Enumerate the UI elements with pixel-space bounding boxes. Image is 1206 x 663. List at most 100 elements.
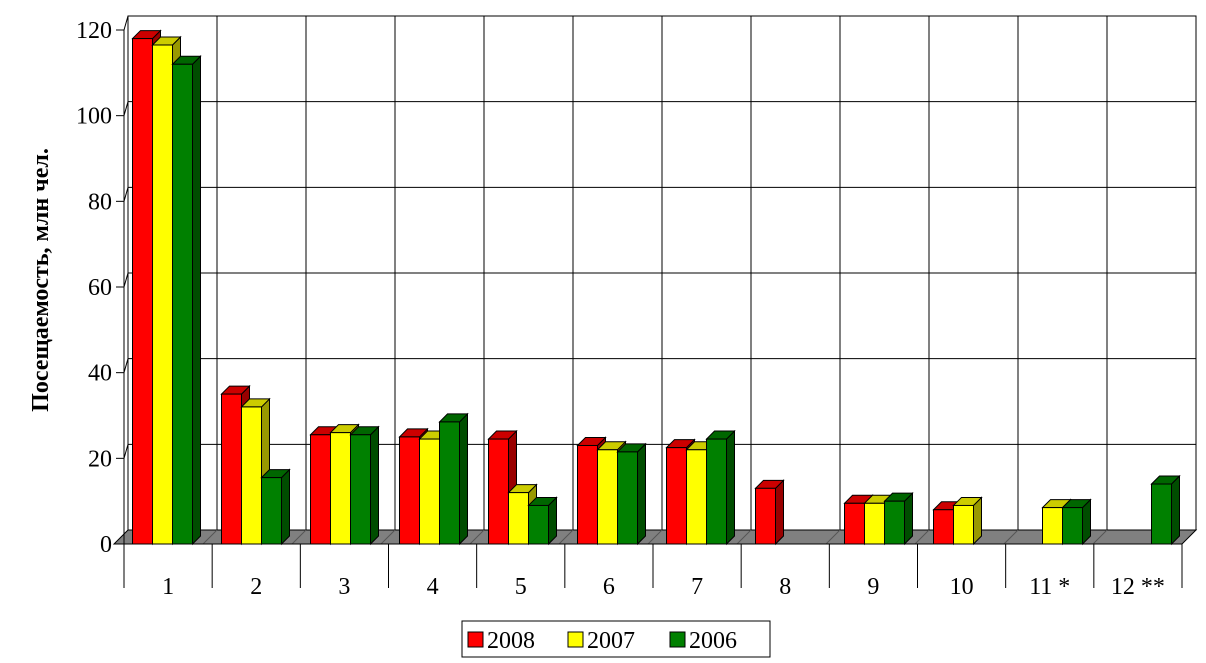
floor-divider xyxy=(914,529,930,545)
x-tick-label: 1 xyxy=(162,574,174,600)
bar-front xyxy=(1062,507,1083,545)
legend: 2008 2007 2006 xyxy=(461,620,771,658)
bar-side xyxy=(726,429,735,546)
x-tick-label: 4 xyxy=(427,574,439,600)
grid xyxy=(123,15,1196,545)
y-tick-label: 120 xyxy=(76,18,112,44)
y-tick-label: 0 xyxy=(100,532,112,558)
legend-item-2007: 2007 xyxy=(567,628,635,654)
bar-2006-6 xyxy=(616,442,647,546)
floor-divider xyxy=(291,529,307,545)
legend-label: 2007 xyxy=(587,628,635,654)
bar-front xyxy=(172,63,193,545)
bar-front xyxy=(508,492,529,545)
bar-front xyxy=(864,502,885,545)
x-tick-label: 6 xyxy=(603,574,615,600)
side-wall-line xyxy=(123,187,129,202)
bar-2006-5 xyxy=(527,496,558,546)
floor-divider xyxy=(647,529,663,545)
x-tick-label: 5 xyxy=(515,574,527,600)
bar-2007-10 xyxy=(952,496,983,546)
bar-2006-4 xyxy=(438,412,469,546)
bar-side xyxy=(1171,474,1180,546)
x-tick-label: 10 xyxy=(950,574,974,600)
bar-front xyxy=(666,447,687,545)
floor-divider xyxy=(736,529,752,545)
bar-front xyxy=(221,393,242,545)
legend-item-2006: 2006 xyxy=(669,628,737,654)
legend-swatch xyxy=(467,631,484,648)
x-tick-label: 7 xyxy=(691,574,703,600)
y-axis-title: Посещаемость, млн чел. xyxy=(28,148,54,412)
side-wall-line xyxy=(123,272,129,288)
legend-label: 2006 xyxy=(689,628,737,654)
bar-2006-1 xyxy=(171,55,202,546)
x-tick-label: 3 xyxy=(338,574,350,600)
bar-front xyxy=(706,438,727,545)
bar-side xyxy=(281,468,290,546)
bar-side xyxy=(775,479,784,546)
bar-front xyxy=(844,502,865,545)
bar-front xyxy=(330,432,351,545)
bar-front xyxy=(597,449,618,545)
side-wall-line xyxy=(123,15,129,31)
bar-front xyxy=(884,500,905,545)
bar-front xyxy=(241,406,262,545)
side-wall-line xyxy=(123,358,129,373)
bar-2006-7 xyxy=(705,429,736,546)
floor-divider xyxy=(1003,529,1019,545)
bar-front xyxy=(488,438,509,545)
bars xyxy=(131,29,1181,546)
floor-divider xyxy=(558,529,574,545)
bar-2006-2 xyxy=(260,468,291,546)
bar-2008-8 xyxy=(754,479,785,546)
legend-item-2008: 2008 xyxy=(467,628,535,654)
floor-divider xyxy=(202,529,218,545)
y-tick-label: 20 xyxy=(88,446,112,472)
bar-side xyxy=(637,442,646,546)
x-tick-label: 11 * xyxy=(1029,574,1070,600)
legend-label: 2008 xyxy=(487,628,535,654)
floor-divider xyxy=(1092,529,1108,545)
bar-front xyxy=(933,509,954,545)
bar-side xyxy=(459,412,468,546)
bar-side xyxy=(192,55,201,546)
bar-front xyxy=(617,451,638,545)
floor-divider xyxy=(825,529,841,545)
x-tick-label: 9 xyxy=(867,574,879,600)
bar-2006-3 xyxy=(349,425,380,546)
bar-front xyxy=(419,438,440,545)
x-tick-label: 2 xyxy=(250,574,262,600)
bar-front xyxy=(1042,507,1063,545)
bar-front xyxy=(953,504,974,545)
bar-front xyxy=(261,477,282,545)
x-tick-label: 12 ** xyxy=(1111,574,1165,600)
bar-front xyxy=(399,436,420,545)
legend-swatch xyxy=(669,631,686,648)
legend-swatch xyxy=(567,631,584,648)
side-wall-line xyxy=(123,101,129,116)
bar-front xyxy=(350,434,371,545)
floor-divider xyxy=(469,529,485,545)
bar-front xyxy=(755,487,776,545)
bar-front xyxy=(577,444,598,545)
bar-front xyxy=(528,504,549,545)
y-tick-label: 100 xyxy=(76,104,112,130)
y-tick-label: 40 xyxy=(88,361,112,387)
bar-front xyxy=(686,449,707,545)
bar-front xyxy=(310,434,331,545)
side-wall-line xyxy=(123,444,129,459)
axes: 0 20 40 60 80 100 120 1 2 3 4 5 6 7 8 9 10 11 * 12 ** xyxy=(76,18,1183,600)
bar-front xyxy=(1151,483,1172,545)
bar-2006-11 xyxy=(1061,498,1092,546)
y-tick-label: 60 xyxy=(88,275,112,301)
legend-box xyxy=(461,620,771,658)
bar-front xyxy=(132,38,153,545)
x-tick-label: 8 xyxy=(779,574,791,600)
bar-2006-9 xyxy=(883,491,914,546)
bar-front xyxy=(152,44,173,545)
floor-divider xyxy=(380,529,396,545)
bar-side xyxy=(904,491,913,546)
